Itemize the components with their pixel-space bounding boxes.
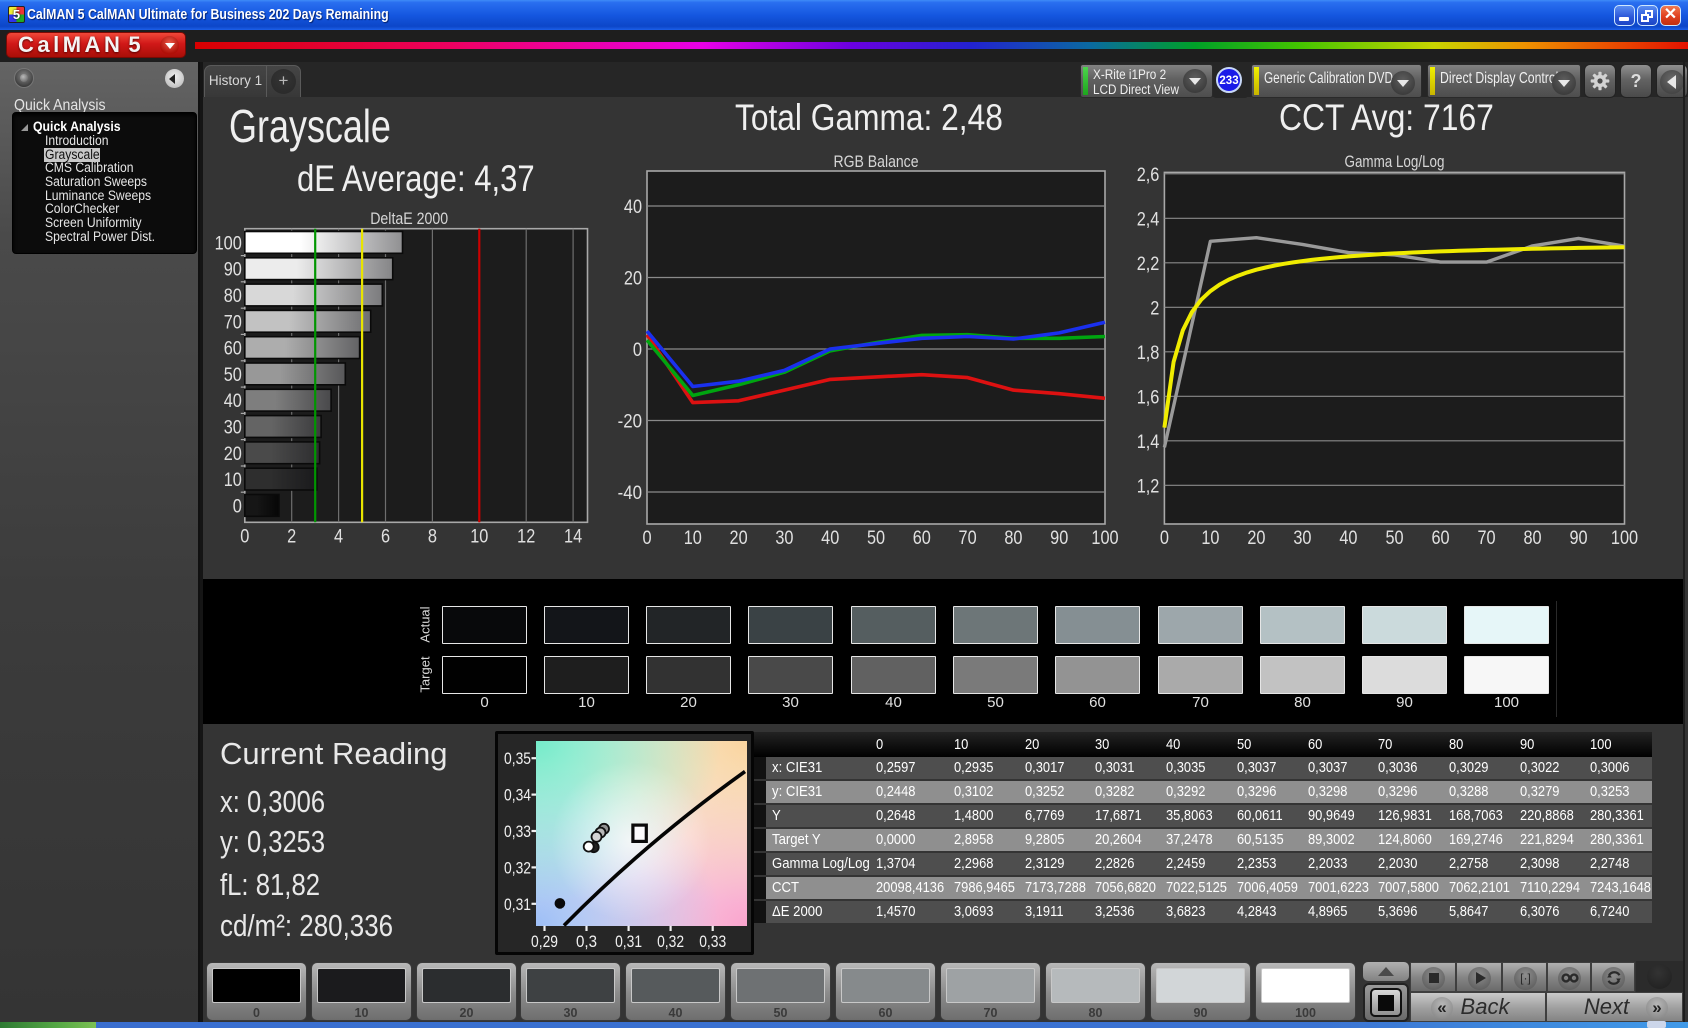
svg-text:0: 0 [1160,528,1169,549]
svg-text:0,31: 0,31 [615,933,642,951]
svg-text:30: 30 [224,418,242,439]
svg-text:60: 60 [1431,528,1449,549]
svg-text:20: 20 [730,528,748,549]
svg-text:100: 100 [1091,528,1118,549]
svg-text:0,32: 0,32 [504,859,531,877]
svg-text:0,34: 0,34 [504,787,531,805]
svg-text:6: 6 [381,526,390,547]
svg-text:0,3: 0,3 [576,933,597,951]
svg-text:2,6: 2,6 [1137,165,1160,186]
svg-text:30: 30 [775,528,793,549]
svg-text:80: 80 [1004,528,1022,549]
svg-text:0,29: 0,29 [531,933,558,951]
svg-text:0: 0 [240,526,249,547]
svg-text:RGB Balance: RGB Balance [834,152,919,171]
svg-text:1,6: 1,6 [1137,387,1160,408]
svg-text:20: 20 [224,444,242,465]
svg-text:10: 10 [224,470,242,491]
svg-text:40: 40 [624,197,642,218]
svg-text:12: 12 [517,526,535,547]
svg-text:60: 60 [913,528,931,549]
svg-text:0: 0 [642,528,651,549]
svg-text:-40: -40 [618,483,642,504]
svg-text:70: 70 [1477,528,1495,549]
svg-text:10: 10 [470,526,488,547]
svg-text:2,2: 2,2 [1137,254,1160,275]
svg-text:1,8: 1,8 [1137,343,1160,364]
svg-text:40: 40 [821,528,839,549]
svg-text:10: 10 [1201,528,1219,549]
svg-text:90: 90 [224,260,242,281]
svg-text:20: 20 [624,269,642,290]
svg-text:30: 30 [1293,528,1311,549]
svg-text:1,4: 1,4 [1137,432,1160,453]
svg-text:DeltaE 2000: DeltaE 2000 [370,209,448,228]
svg-text:80: 80 [224,286,242,307]
svg-text:50: 50 [224,365,242,386]
svg-text:90: 90 [1050,528,1068,549]
svg-text:50: 50 [867,528,885,549]
svg-text:-20: -20 [618,412,642,433]
svg-text:100: 100 [215,233,242,254]
svg-text:50: 50 [1385,528,1403,549]
svg-text:0: 0 [633,340,642,361]
svg-text:40: 40 [1339,528,1357,549]
svg-text:10: 10 [684,528,702,549]
svg-text:4: 4 [334,526,343,547]
svg-text:1,2: 1,2 [1137,476,1160,497]
svg-text:100: 100 [1611,528,1638,549]
svg-text:8: 8 [428,526,437,547]
svg-text:0,32: 0,32 [657,933,684,951]
svg-text:40: 40 [224,391,242,412]
svg-text:2,4: 2,4 [1137,209,1160,230]
svg-text:0: 0 [233,496,242,517]
svg-text:0,33: 0,33 [699,933,726,951]
svg-text:2: 2 [1150,298,1159,319]
svg-text:20: 20 [1247,528,1265,549]
svg-text:2: 2 [287,526,296,547]
svg-text:0,35: 0,35 [504,750,531,768]
svg-text:70: 70 [959,528,977,549]
svg-text:0,33: 0,33 [504,823,531,841]
svg-text:0,31: 0,31 [504,896,531,914]
svg-text:80: 80 [1523,528,1541,549]
svg-text:90: 90 [1569,528,1587,549]
svg-text:14: 14 [564,526,582,547]
svg-text:Gamma Log/Log: Gamma Log/Log [1345,152,1445,171]
svg-text:70: 70 [224,312,242,333]
svg-text:60: 60 [224,339,242,360]
